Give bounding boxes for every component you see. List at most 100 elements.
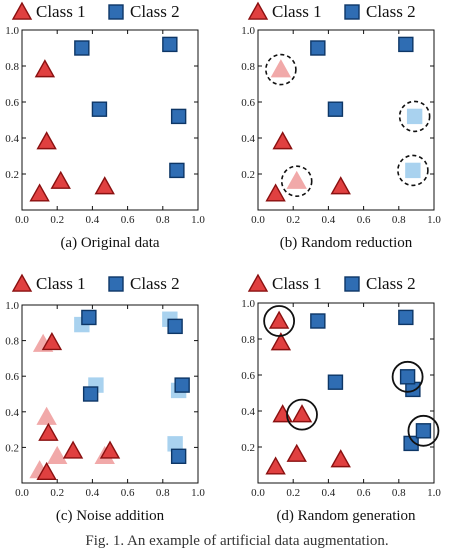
removed-point <box>286 170 307 189</box>
plot-frame <box>257 29 435 211</box>
plot-frame <box>257 302 435 484</box>
class1-point <box>62 440 84 459</box>
class2-point <box>398 36 414 53</box>
legend-class2-label: Class 2 <box>130 2 180 21</box>
y-tick-label: 0.8 <box>241 334 255 346</box>
class2-point <box>310 313 326 329</box>
y-tick-label: 0.8 <box>5 336 19 348</box>
generated-point <box>268 310 290 329</box>
y-tick-label: 0.6 <box>241 97 255 109</box>
class2-point <box>74 40 90 56</box>
class1-point <box>99 440 121 459</box>
x-tick-label: 0.8 <box>156 487 170 499</box>
generated-highlight-circle <box>286 398 318 431</box>
class2-point <box>169 162 185 179</box>
y-tick-label: 0.4 <box>5 133 19 145</box>
y-tick-label: 0.8 <box>241 61 255 73</box>
class1-point <box>330 176 351 195</box>
legend: Class 1 Class 2 <box>11 1 180 21</box>
class2-point <box>81 309 97 326</box>
class2-point <box>310 40 326 56</box>
x-tick-label: 0.2 <box>50 487 64 499</box>
class2-point <box>162 36 178 53</box>
y-tick-label: 0.2 <box>241 169 255 181</box>
y-tick-label: 1.0 <box>5 300 19 312</box>
legend-class1-marker <box>247 1 269 20</box>
class1-point <box>286 443 307 462</box>
panel-caption: (b) Random reduction <box>280 235 413 251</box>
class2-point <box>327 374 344 390</box>
original-point <box>47 445 68 465</box>
removed-point <box>405 162 421 179</box>
x-tick-label: 0.2 <box>50 214 64 226</box>
class2-point <box>167 318 183 335</box>
class1-point <box>270 332 292 351</box>
y-tick-label: 0.8 <box>5 61 19 73</box>
class1-point <box>272 131 293 150</box>
y-tick-label: 0.4 <box>5 407 19 419</box>
legend-class2-marker <box>344 4 360 20</box>
x-tick-label: 0.4 <box>86 214 100 226</box>
x-tick-label: 0.0 <box>251 487 265 499</box>
legend-class2-marker <box>108 4 124 20</box>
legend-class2-marker <box>108 276 124 292</box>
generated-highlight-circle <box>263 305 296 337</box>
legend-class2-label: Class 2 <box>130 274 180 293</box>
x-tick-label: 0.0 <box>15 487 29 499</box>
legend-class2-marker <box>344 276 360 292</box>
x-tick-label: 0.4 <box>322 214 336 226</box>
chart-panel-c: Class 1 Class 2 0.0 0.2 0.4 0.6 0.8 1.0 0.2 0.4 0.… <box>5 273 205 524</box>
original-point <box>36 406 57 425</box>
x-tick-label: 1.0 <box>191 214 205 226</box>
removed-highlight-circle <box>397 154 429 187</box>
chart-panel-d: Class 1 Class 2 0.0 0.2 0.4 0.6 0.8 1.0 0.2 0.4 0.… <box>241 273 441 524</box>
class1-point <box>330 449 351 468</box>
class1-point <box>38 422 59 441</box>
x-tick-label: 1.0 <box>427 214 441 226</box>
class1-point <box>50 170 71 189</box>
class1-point <box>41 331 63 351</box>
chart-panel-b: Class 1 Class 2 0.0 0.2 0.4 0.6 0.8 1.0 0.2 0.4 0.… <box>241 1 441 251</box>
legend-class1-label: Class 1 <box>272 2 322 21</box>
x-tick-label: 0.0 <box>251 214 265 226</box>
y-tick-label: 0.4 <box>241 133 255 145</box>
legend-class2-label: Class 2 <box>366 274 416 293</box>
legend-class1-label: Class 1 <box>36 2 86 21</box>
class1-point <box>36 461 57 481</box>
x-tick-label: 0.8 <box>392 487 406 499</box>
y-tick-label: 0.6 <box>5 371 19 383</box>
class2-point <box>174 377 190 393</box>
panel-caption: (c) Noise addition <box>56 508 165 524</box>
y-tick-label: 0.2 <box>241 442 255 454</box>
legend-class1-marker <box>11 273 33 292</box>
panel-caption: (d) Random generation <box>276 508 416 524</box>
figure-caption: Fig. 1. An example of artificial data au… <box>85 533 389 549</box>
legend-class2-label: Class 2 <box>366 2 416 21</box>
generated-highlight-circle <box>407 414 440 447</box>
x-tick-label: 0.4 <box>86 487 100 499</box>
class1-point <box>94 176 115 195</box>
y-tick-label: 0.2 <box>5 442 19 454</box>
legend-class1-label: Class 1 <box>36 274 86 293</box>
removed-highlight-circle <box>265 53 297 86</box>
generated-highlight-circle <box>391 360 424 393</box>
class2-point <box>405 381 421 398</box>
x-tick-label: 0.2 <box>286 487 300 499</box>
plot-frame <box>21 304 199 484</box>
y-tick-label: 0.4 <box>241 406 255 418</box>
legend-class1-marker <box>11 1 33 20</box>
generated-point <box>415 423 432 439</box>
panel-caption: (a) Original data <box>60 235 159 251</box>
y-tick-label: 0.6 <box>241 370 255 382</box>
y-tick-label: 1.0 <box>5 25 19 37</box>
legend: Class 1 Class 2 <box>247 1 416 21</box>
class2-point <box>91 101 108 117</box>
x-tick-label: 0.6 <box>357 487 371 499</box>
removed-point <box>406 108 423 125</box>
x-tick-label: 0.2 <box>286 214 300 226</box>
x-tick-label: 0.6 <box>357 214 371 226</box>
generated-point <box>291 404 313 423</box>
class1-point <box>36 131 57 150</box>
removed-point <box>270 59 292 78</box>
